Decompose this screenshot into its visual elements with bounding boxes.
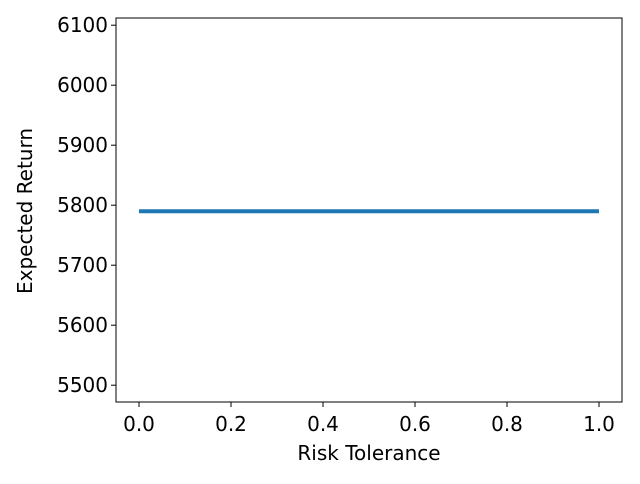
- x-tick-label: 1.0: [583, 412, 615, 436]
- x-tick-label: 0.6: [399, 412, 431, 436]
- plot-frame: [115, 17, 623, 403]
- y-tick-label: 5600: [57, 313, 108, 337]
- y-axis: 5500 5600 5700 5800 5900 6000 6100: [57, 13, 116, 397]
- y-tick-label: 6100: [57, 13, 108, 37]
- y-tick-label: 5700: [57, 253, 108, 277]
- y-tick-label: 5500: [57, 373, 108, 397]
- x-tick-label: 0.8: [491, 412, 523, 436]
- x-axis-label: Risk Tolerance: [297, 441, 440, 465]
- x-tick-label: 0.4: [307, 412, 339, 436]
- x-tick-label: 0.0: [123, 412, 155, 436]
- y-tick-label: 5800: [57, 193, 108, 217]
- x-tick-label: 0.2: [215, 412, 247, 436]
- plot-area: [115, 17, 623, 403]
- y-axis-label: Expected Return: [13, 128, 37, 294]
- x-axis: 0.0 0.2 0.4 0.6 0.8 1.0: [123, 402, 615, 436]
- y-tick-label: 6000: [57, 73, 108, 97]
- y-tick-label: 5900: [57, 133, 108, 157]
